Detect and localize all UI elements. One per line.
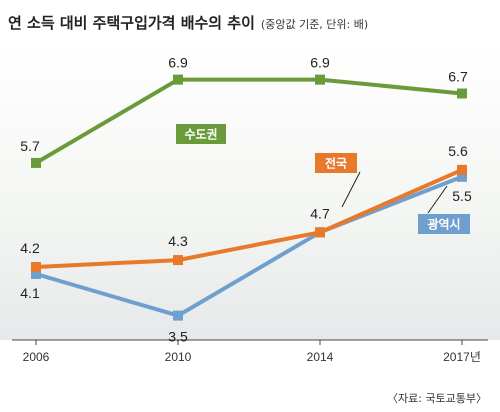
series-national [31,164,467,273]
series-tag-box [315,153,357,173]
data-label: 4.3 [168,233,188,249]
data-point-marker [457,88,467,99]
metro-tag-leader [427,185,448,214]
national-tag-leader [341,171,361,208]
x-tick-label: 2014 [307,350,334,364]
data-label: 6.9 [310,55,330,71]
data-point-marker [31,268,41,279]
data-point-marker [31,157,41,168]
x-tick-label: 2006 [23,350,50,364]
source-note: 〈자료: 국토교통부〉 [387,392,487,405]
series-tag-metro-cities: 광역시 [418,214,470,234]
data-point-marker [315,227,325,238]
data-label: 3.5 [168,329,188,345]
x-axis-ticks: 2006 2010 2014 2017년 [23,340,481,364]
series-tag-box [176,124,226,144]
x-tick-label: 2017년 [443,350,481,364]
chart-title-main: 연 소득 대비 주택구입가격 배수의 추이 [8,14,255,32]
data-label: 4.2 [20,240,40,256]
data-label: 5.7 [20,138,40,154]
data-label: 6.7 [448,69,468,85]
data-label: 4.1 [20,285,40,301]
series-sudogwon [31,74,467,168]
series-layer [31,74,467,321]
series-tag-label: 수도권 [184,128,217,142]
chart-title-sub: (중앙값 기준, 단위: 배) [261,18,368,31]
series-tag-box [418,214,470,234]
chart-title: 연 소득 대비 주택구입가격 배수의 추이 (중앙값 기준, 단위: 배) [8,14,368,32]
data-point-marker [457,171,467,182]
data-point-marker [315,74,325,85]
data-point-marker [173,74,183,85]
data-label: 5.6 [448,143,468,159]
series-line [35,174,463,318]
series-tag-label: 전국 [325,156,347,171]
series-tag-national: 전국 [315,153,357,173]
data-label: 4.7 [310,205,330,221]
x-tick-label: 2010 [165,350,192,364]
series-line [35,168,463,269]
data-label: 5.5 [452,188,472,204]
data-point-marker [457,164,467,175]
data-label-layer: 5.7 6.9 6.9 6.7 4.2 4.3 4.7 5.6 4.1 3.5 5.5 [20,55,472,345]
series-tag-label: 광역시 [427,217,460,232]
data-point-marker [31,262,41,273]
series-tag-sudogwon: 수도권 [176,124,226,144]
data-label: 6.9 [168,55,188,71]
data-point-marker [173,255,183,266]
series-line [34,77,463,165]
data-point-marker [173,310,183,321]
